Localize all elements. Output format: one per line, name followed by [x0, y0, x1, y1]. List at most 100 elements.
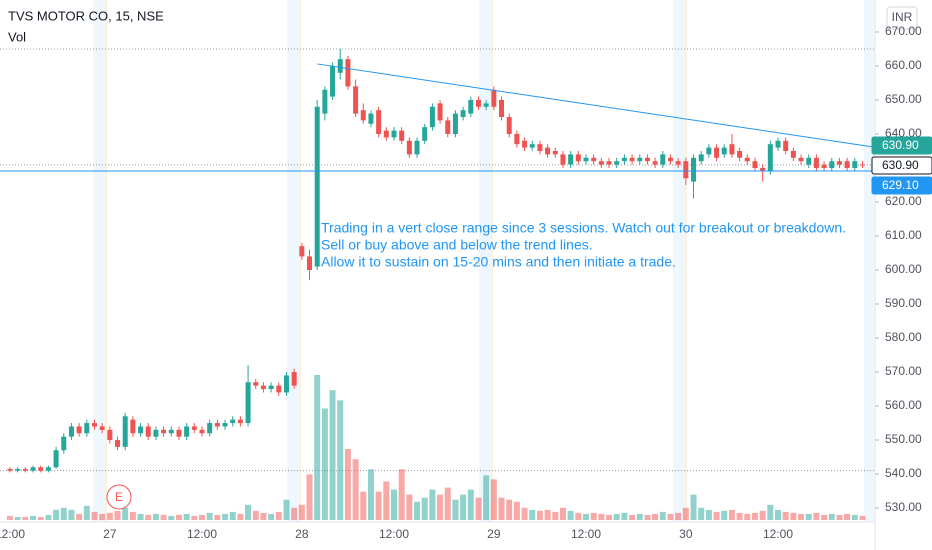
candle-body — [575, 154, 581, 162]
candle-body — [260, 385, 266, 390]
volume-bar — [744, 513, 751, 520]
y-tick-label: 650.00 — [885, 92, 922, 106]
volume-bar — [199, 514, 205, 520]
candle-body — [606, 161, 612, 165]
chart-title: TVS MOTOR CO, 15, NSE — [8, 8, 164, 23]
x-tick-label: 27 — [103, 527, 117, 541]
y-tick-label: 610.00 — [885, 228, 922, 242]
candle-body — [836, 161, 842, 165]
volume-bar — [191, 515, 198, 520]
candle-body — [330, 65, 336, 97]
volume-bar — [183, 513, 190, 520]
candle-body — [91, 423, 97, 427]
volume-bar — [206, 512, 213, 520]
volume-bar — [245, 504, 252, 520]
candle-body — [22, 468, 28, 471]
earnings-label[interactable]: E — [115, 490, 123, 504]
session-bands — [93, 0, 874, 522]
candle-body — [429, 106, 435, 128]
candle-body — [422, 127, 428, 141]
trend-line — [317, 63, 876, 148]
candle-body — [844, 161, 850, 168]
volume-bar — [53, 509, 60, 520]
volume-bar — [667, 513, 674, 520]
volume-bar — [644, 514, 651, 520]
volume-label: Vol — [8, 29, 26, 44]
price-label: 630.90 — [882, 138, 919, 152]
candle-body — [644, 157, 650, 162]
x-tick-label: 12:00 — [571, 527, 601, 541]
volume-bar — [782, 511, 789, 520]
candle-body — [629, 157, 635, 162]
volume-bar — [759, 510, 766, 520]
volume-bar — [598, 513, 605, 520]
volume-bar — [460, 494, 467, 520]
volume-bar — [222, 513, 229, 520]
x-tick-label: 12:00 — [379, 527, 409, 541]
volume-bar — [521, 507, 528, 520]
candle-body — [829, 161, 835, 168]
volume-bar — [713, 511, 720, 520]
volume-bar — [844, 513, 851, 520]
candle-body — [698, 154, 704, 162]
candle-body — [721, 147, 727, 155]
candle-body — [38, 467, 44, 471]
candle-body — [99, 426, 105, 430]
volume-bar — [552, 511, 559, 520]
candle-body — [522, 140, 528, 148]
candle-body — [68, 426, 74, 437]
price-label: 629.10 — [882, 178, 919, 192]
currency-box[interactable] — [886, 6, 918, 30]
volume-bar — [391, 489, 397, 520]
candle-body — [383, 130, 389, 138]
candle-body — [475, 99, 481, 107]
annotation: Sell or buy above and below the trend li… — [321, 237, 593, 253]
y-tick-label: 600.00 — [885, 262, 922, 276]
volume-bar — [483, 475, 490, 520]
candle-body — [737, 150, 743, 158]
candle-body — [583, 157, 589, 162]
plot — [0, 48, 876, 520]
candle-body — [621, 157, 627, 162]
volume-bar — [360, 491, 367, 520]
volume-bar — [83, 505, 90, 520]
volume-bar — [229, 511, 236, 520]
candle-body — [245, 382, 251, 424]
session-band — [864, 0, 874, 522]
candle-body — [307, 256, 313, 271]
candle-body — [683, 161, 689, 179]
volume-bar — [775, 509, 781, 520]
volume-bar — [314, 375, 321, 520]
volume-bar — [790, 512, 797, 520]
volume-bar — [437, 494, 444, 520]
price-label-box — [871, 176, 932, 195]
volume-bar — [37, 516, 44, 520]
candle-body — [368, 113, 374, 124]
candle-body — [291, 372, 297, 386]
volume-bar — [114, 510, 121, 520]
volume-bar — [613, 513, 620, 520]
volume-bar — [583, 513, 589, 520]
earnings-marker[interactable] — [106, 484, 132, 510]
y-tick-label: 550.00 — [885, 432, 922, 446]
y-tick-label: 620.00 — [885, 194, 922, 208]
volume-bar — [475, 497, 482, 520]
candle-body — [445, 120, 451, 134]
volume-bar — [421, 497, 428, 520]
currency[interactable]: INR — [892, 10, 913, 24]
volume-bar — [306, 474, 313, 520]
annotation: Allow it to sustain on 15-20 mins and th… — [321, 254, 676, 270]
volume-bar — [76, 513, 83, 520]
volume-bar — [367, 469, 374, 520]
volume-bar — [22, 516, 29, 520]
volume-bar — [767, 504, 774, 520]
volume-bar — [621, 512, 628, 520]
candle-body — [714, 147, 720, 158]
candle-body — [214, 423, 220, 427]
volume-bar — [344, 449, 351, 520]
volume-bar — [68, 509, 75, 520]
session-band — [93, 0, 105, 522]
volume-bar — [260, 512, 267, 520]
